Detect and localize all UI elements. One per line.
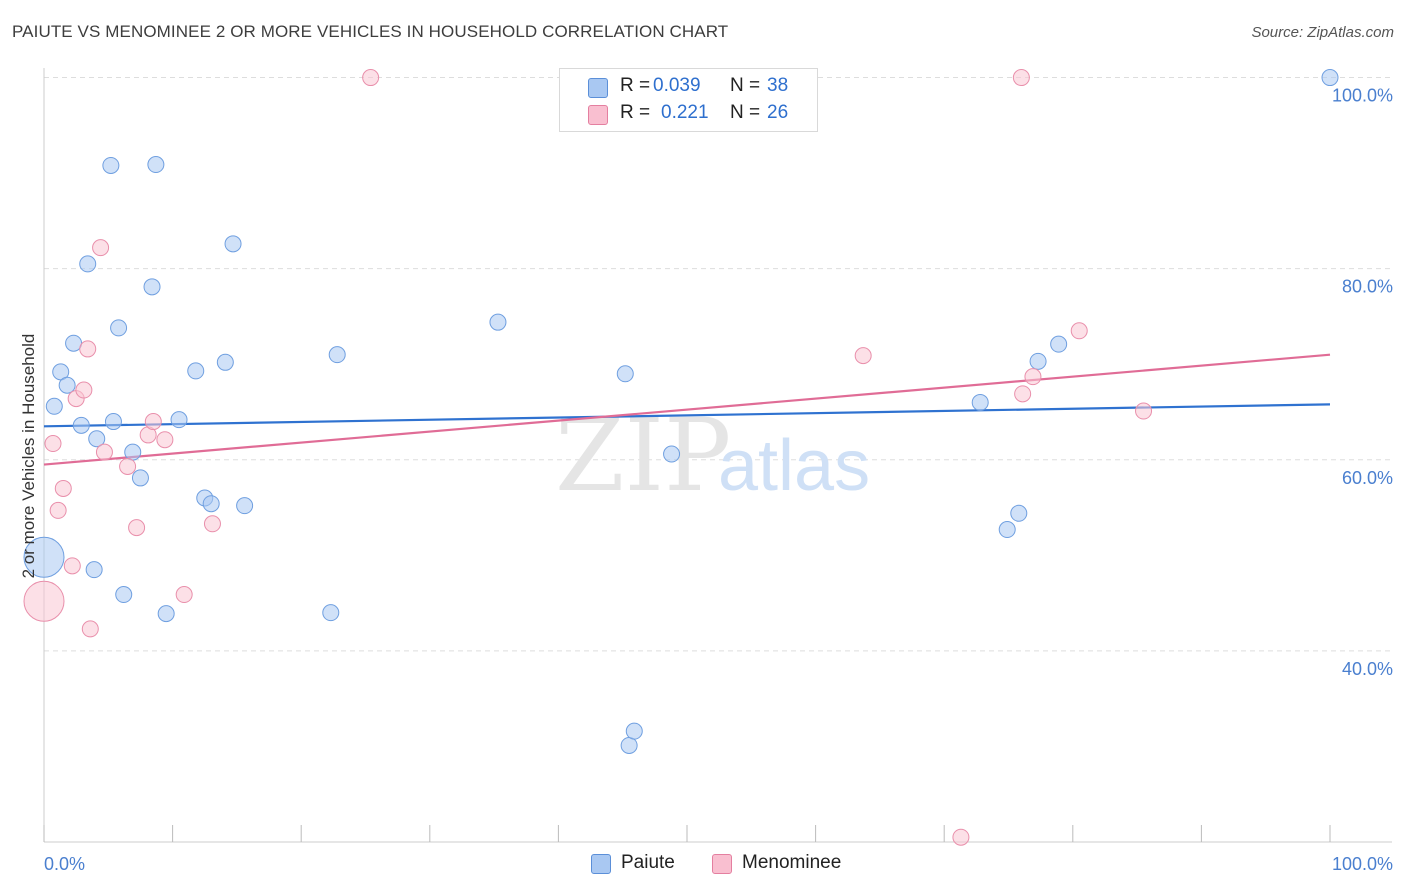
paiute-swatch (588, 78, 608, 98)
menominee-point (81, 620, 99, 638)
menominee-point (144, 413, 162, 431)
paiute-point (971, 393, 989, 411)
paiute-point (115, 586, 133, 604)
menominee-legend-label: Menominee (742, 852, 842, 873)
menominee-point (1012, 69, 1030, 87)
trend-lines (43, 353, 1331, 466)
paiute-point (58, 376, 76, 394)
paiute-point (23, 536, 65, 578)
paiute-point (489, 313, 507, 331)
legend-r-value: 0.221 (661, 102, 709, 123)
legend-r-value: 0.039 (653, 75, 701, 96)
paiute-point (616, 365, 634, 383)
correlation-legend: R = 0.039 N = 38 R = 0.221 N = 26 (559, 68, 818, 132)
y-tick-label: 80.0% (1342, 277, 1393, 297)
menominee-point (95, 443, 113, 461)
paiute-point (131, 469, 149, 487)
watermark-atlas: atlas (718, 426, 870, 506)
y-tick-label: 100.0% (1332, 86, 1393, 106)
menominee-point (92, 239, 110, 257)
menominee-point (128, 519, 146, 537)
menominee-point (362, 69, 380, 87)
menominee-point (1070, 322, 1088, 340)
menominee-point (952, 828, 970, 846)
menominee-point (49, 501, 67, 519)
paiute-point (72, 416, 90, 434)
paiute-point (147, 156, 165, 174)
paiute-point (1010, 504, 1028, 522)
menominee-point (79, 340, 97, 358)
paiute-point (1321, 69, 1339, 87)
paiute-point (625, 722, 643, 740)
data-points (23, 69, 1339, 846)
paiute-point (104, 413, 122, 431)
menominee-trend-line (43, 353, 1331, 466)
menominee-point (54, 479, 72, 497)
paiute-point (170, 411, 188, 429)
paiute-legend-label: Paiute (621, 852, 675, 873)
paiute-point (110, 319, 128, 337)
menominee-point (854, 347, 872, 365)
menominee-swatch (588, 105, 608, 125)
menominee-point (75, 381, 93, 399)
paiute-point (328, 346, 346, 364)
paiute-point (224, 235, 242, 253)
tick-labels: 100.0% 80.0% 60.0% 40.0% 0.0% 100.0% (44, 86, 1393, 874)
legend-n-label: N = (730, 102, 761, 123)
chart-title: PAIUTE VS MENOMINEE 2 OR MORE VEHICLES I… (12, 22, 729, 41)
paiute-point (124, 443, 142, 461)
legend-r-label: R = (620, 102, 651, 123)
y-axis-label: 2 or more Vehicles in Household (19, 334, 38, 579)
menominee-point (119, 457, 137, 475)
menominee-point (203, 515, 221, 533)
axes (43, 68, 1392, 843)
legend-r-label: R = (620, 75, 651, 96)
menominee-point (156, 431, 174, 449)
paiute-point (102, 156, 120, 174)
y-tick-label: 40.0% (1342, 659, 1393, 679)
paiute-trend-line (43, 403, 1331, 428)
paiute-point (216, 353, 234, 371)
paiute-point (322, 604, 340, 622)
paiute-point (620, 736, 638, 754)
legend-n-value: 38 (767, 75, 789, 96)
menominee-point (175, 586, 193, 604)
menominee-legend-swatch (712, 854, 732, 874)
paiute-point (157, 605, 175, 623)
menominee-point (23, 580, 65, 622)
menominee-point (1135, 402, 1153, 420)
gridlines (44, 77, 1392, 652)
legend-n-value: 26 (767, 102, 789, 123)
paiute-point (65, 334, 83, 352)
x-tick-label: 100.0% (1332, 854, 1393, 874)
menominee-point (1024, 368, 1042, 386)
paiute-point (236, 497, 254, 515)
paiute-point (1029, 352, 1047, 370)
paiute-point (998, 521, 1016, 539)
paiute-point (1050, 335, 1068, 353)
menominee-point (1014, 385, 1032, 403)
paiute-point (143, 278, 161, 296)
paiute-legend-swatch (591, 854, 611, 874)
paiute-point (45, 397, 63, 415)
paiute-point (202, 495, 220, 513)
paiute-point (663, 445, 681, 463)
paiute-point (88, 430, 106, 448)
menominee-point (63, 557, 81, 575)
x-tick-label: 0.0% (44, 854, 85, 874)
paiute-point (79, 255, 97, 273)
paiute-point (187, 362, 205, 380)
legend-n-label: N = (730, 75, 761, 96)
y-tick-label: 60.0% (1342, 468, 1393, 488)
series-legend: Paiute Menominee (0, 852, 1406, 876)
menominee-point (44, 435, 62, 453)
source-credit: Source: ZipAtlas.com (1251, 24, 1394, 41)
paiute-point (85, 561, 103, 579)
